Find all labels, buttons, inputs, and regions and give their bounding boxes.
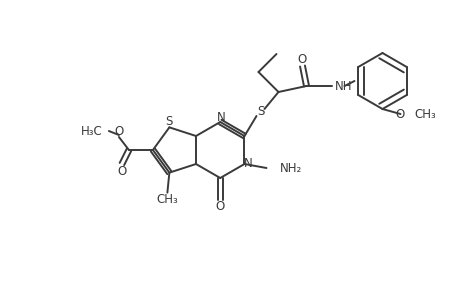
Text: H₃C: H₃C xyxy=(81,124,103,137)
Text: S: S xyxy=(165,115,173,128)
Text: O: O xyxy=(297,52,307,65)
Text: NH₂: NH₂ xyxy=(279,161,301,175)
Text: CH₃: CH₃ xyxy=(414,107,435,121)
Text: CH₃: CH₃ xyxy=(156,193,178,206)
Text: S: S xyxy=(256,104,263,118)
Text: N: N xyxy=(216,110,225,124)
Text: O: O xyxy=(114,124,123,137)
Text: O: O xyxy=(395,107,404,121)
Text: O: O xyxy=(215,200,224,214)
Text: O: O xyxy=(117,164,126,178)
Text: NH: NH xyxy=(334,80,351,92)
Text: N: N xyxy=(244,157,252,169)
